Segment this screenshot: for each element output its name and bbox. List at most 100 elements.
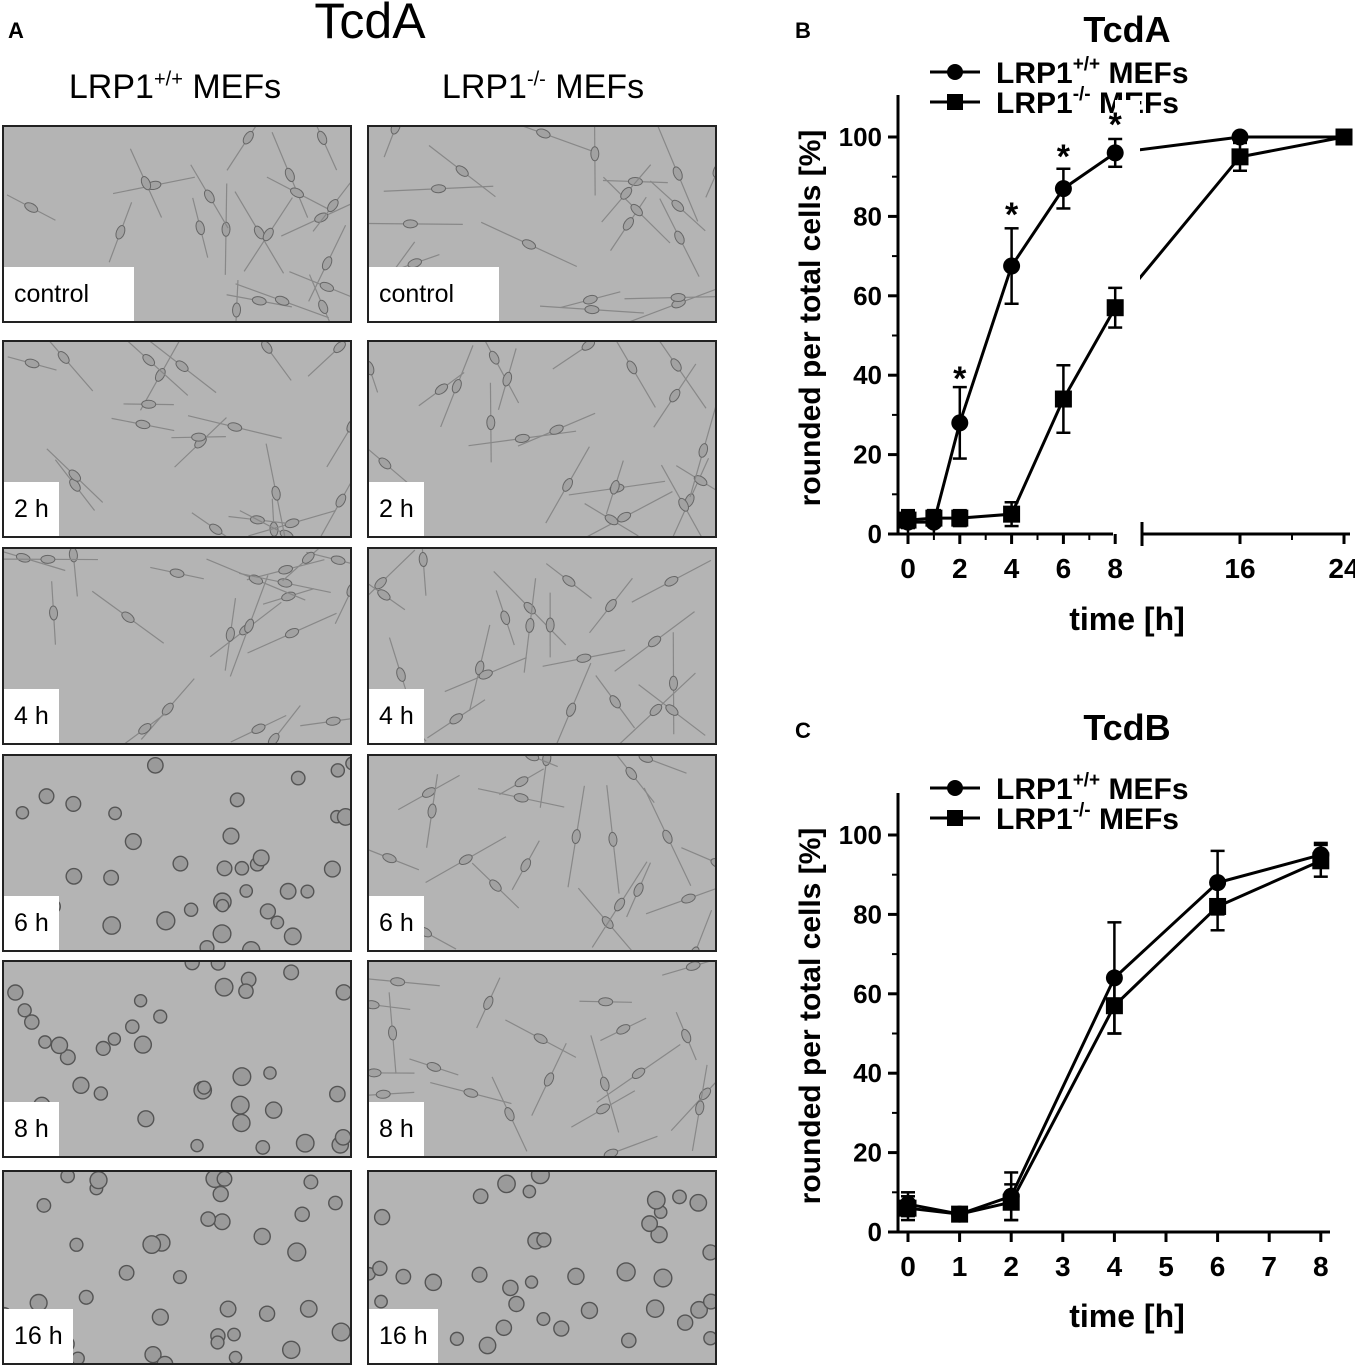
y-tick-label: 100 bbox=[839, 122, 882, 152]
micrograph-wildtype-6h: 6 h bbox=[2, 754, 352, 952]
data-point bbox=[1335, 128, 1353, 146]
x-tick-label: 2 bbox=[1003, 1251, 1019, 1282]
x-tick-label: 6 bbox=[1056, 553, 1072, 584]
significance-star: * bbox=[1109, 106, 1123, 144]
x-axis-label: time [h] bbox=[1069, 1298, 1185, 1334]
x-tick-label: 2 bbox=[952, 553, 968, 584]
chart-title: TcdB bbox=[1083, 707, 1170, 748]
series-line bbox=[907, 859, 1322, 1216]
x-tick-label: 7 bbox=[1261, 1251, 1277, 1282]
x-tick-label: 1 bbox=[952, 1251, 968, 1282]
data-point bbox=[1209, 897, 1227, 915]
micrograph-knockout-16h: 16 h bbox=[367, 1170, 717, 1365]
x-tick-label: 16 bbox=[1224, 553, 1255, 584]
x-tick-label: 0 bbox=[900, 553, 916, 584]
time-label: control bbox=[4, 267, 134, 321]
data-point bbox=[1231, 128, 1249, 146]
cell-texture bbox=[369, 342, 715, 536]
legend-entry: LRP1+/+ MEFs bbox=[930, 770, 1189, 806]
data-point bbox=[1231, 148, 1249, 166]
data-point bbox=[899, 511, 917, 529]
time-label: 16 h bbox=[4, 1309, 73, 1363]
data-point bbox=[947, 64, 963, 80]
y-tick-label: 20 bbox=[853, 440, 882, 470]
legend-entry: LRP1-/- MEFs bbox=[930, 84, 1179, 120]
time-label: 16 h bbox=[369, 1309, 438, 1363]
data-point bbox=[947, 810, 963, 826]
series-line bbox=[908, 135, 1344, 524]
data-point bbox=[925, 509, 943, 527]
micrograph-knockout-2h: 2 h bbox=[367, 340, 717, 538]
micrograph-wildtype-control: control bbox=[2, 125, 352, 323]
micrograph-wildtype-2h: 2 h bbox=[2, 340, 352, 538]
time-label: 4 h bbox=[369, 689, 424, 743]
x-tick-label: 8 bbox=[1107, 553, 1123, 584]
micrograph-knockout-8h: 8 h bbox=[367, 960, 717, 1158]
panel-a-title: TcdA bbox=[314, 0, 426, 49]
cell-texture bbox=[369, 756, 715, 950]
y-tick-label: 0 bbox=[868, 1217, 882, 1247]
y-tick-label: 40 bbox=[853, 360, 882, 390]
time-label: 4 h bbox=[4, 689, 59, 743]
data-point bbox=[1106, 299, 1124, 317]
y-tick-label: 20 bbox=[853, 1138, 882, 1168]
column-header-knockout: LRP1-/- MEFs bbox=[441, 68, 645, 106]
data-point bbox=[951, 509, 969, 527]
time-label: 2 h bbox=[4, 482, 59, 536]
x-tick-label: 0 bbox=[900, 1251, 916, 1282]
significance-star: * bbox=[1057, 138, 1071, 176]
x-tick-label: 4 bbox=[1004, 553, 1020, 584]
micrograph-wildtype-4h: 4 h bbox=[2, 547, 352, 745]
panel-a-letter: A bbox=[8, 18, 24, 43]
micrograph-wildtype-8h: 8 h bbox=[2, 960, 352, 1158]
legend-label: LRP1-/- MEFs bbox=[996, 800, 1179, 836]
data-point bbox=[1002, 1193, 1020, 1211]
column-header-wildtype: LRP1+/+ MEFs bbox=[68, 68, 282, 106]
data-point bbox=[1003, 257, 1021, 275]
time-label: 6 h bbox=[369, 896, 424, 950]
significance-star: * bbox=[953, 360, 967, 398]
y-tick-label: 60 bbox=[853, 281, 882, 311]
panel-c-letter: C bbox=[795, 718, 811, 743]
cell-texture bbox=[369, 1172, 715, 1355]
x-tick-label: 8 bbox=[1313, 1251, 1329, 1282]
time-label: 8 h bbox=[369, 1102, 424, 1156]
time-label: 6 h bbox=[4, 896, 59, 950]
x-tick-label: 3 bbox=[1055, 1251, 1071, 1282]
data-point bbox=[1054, 390, 1072, 408]
legend-entry: LRP1+/+ MEFs bbox=[930, 54, 1189, 90]
time-label: 2 h bbox=[369, 482, 424, 536]
data-point bbox=[951, 414, 969, 432]
y-axis-label: rounded per total cells [%] bbox=[794, 130, 827, 507]
y-tick-label: 80 bbox=[853, 201, 882, 231]
y-tick-label: 0 bbox=[868, 519, 882, 549]
y-axis-label: rounded per total cells [%] bbox=[794, 828, 827, 1205]
y-tick-label: 80 bbox=[853, 899, 882, 929]
x-tick-label: 24 bbox=[1328, 553, 1355, 584]
x-tick-label: 5 bbox=[1158, 1251, 1174, 1282]
y-tick-label: 100 bbox=[839, 820, 882, 850]
micrograph-wildtype-16h: 16 h bbox=[2, 1170, 352, 1365]
cell-texture bbox=[369, 962, 715, 1156]
legend-entry: LRP1-/- MEFs bbox=[930, 800, 1179, 836]
legend-label: LRP1+/+ MEFs bbox=[996, 54, 1189, 90]
x-tick-label: 4 bbox=[1107, 1251, 1123, 1282]
data-point bbox=[1105, 997, 1123, 1015]
significance-star: * bbox=[1005, 196, 1019, 234]
y-tick-label: 40 bbox=[853, 1058, 882, 1088]
data-point bbox=[947, 780, 963, 796]
panel-b-letter: B bbox=[795, 18, 811, 43]
micrograph-knockout-control: control bbox=[367, 125, 717, 323]
time-label: control bbox=[369, 267, 499, 321]
micrograph-knockout-6h: 6 h bbox=[367, 754, 717, 952]
legend-label: LRP1-/- MEFs bbox=[996, 84, 1179, 120]
data-point bbox=[947, 94, 963, 110]
chart-title: TcdA bbox=[1083, 9, 1170, 50]
y-tick-label: 60 bbox=[853, 979, 882, 1009]
data-point bbox=[1054, 180, 1072, 198]
x-axis-label: time [h] bbox=[1069, 601, 1185, 637]
cell-texture bbox=[4, 549, 350, 743]
cell-texture bbox=[7, 342, 350, 536]
